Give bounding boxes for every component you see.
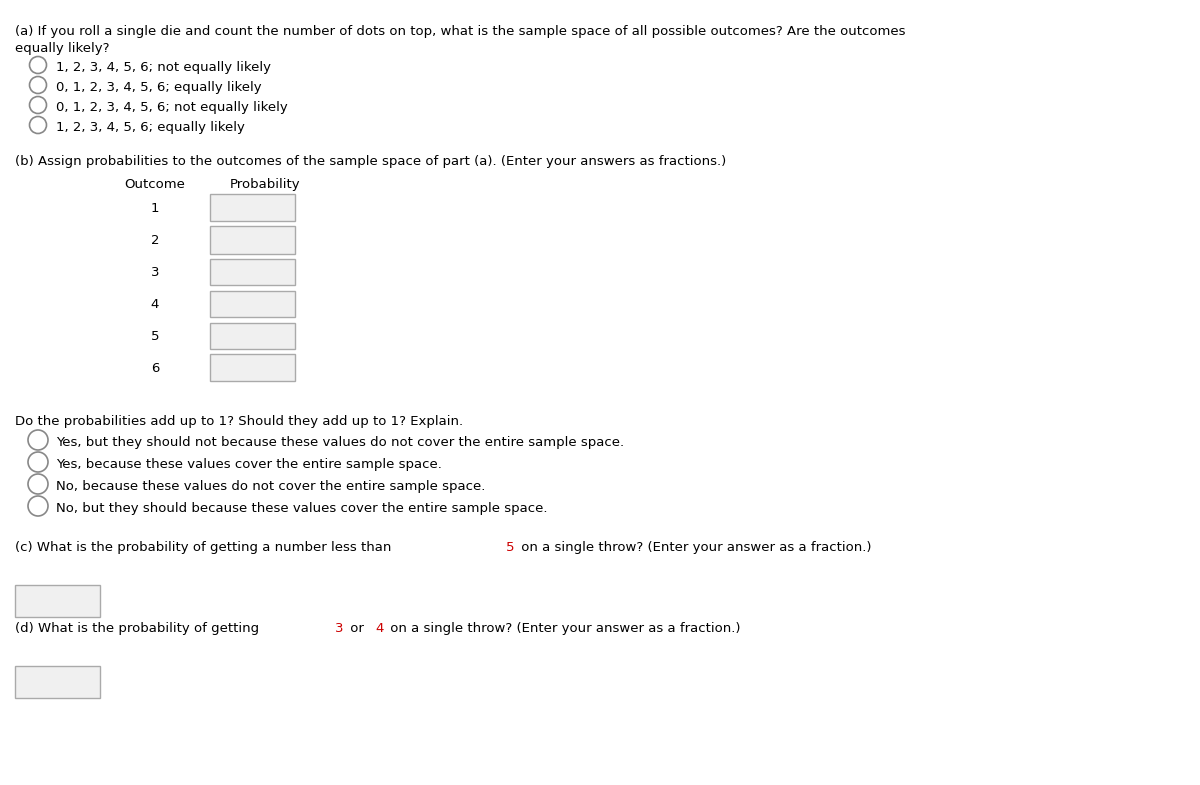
Text: 0, 1, 2, 3, 4, 5, 6; equally likely: 0, 1, 2, 3, 4, 5, 6; equally likely xyxy=(56,81,262,94)
Text: 4: 4 xyxy=(151,298,160,311)
Text: on a single throw? (Enter your answer as a fraction.): on a single throw? (Enter your answer as… xyxy=(517,541,871,554)
Text: equally likely?: equally likely? xyxy=(14,42,109,55)
Text: (a) If you roll a single die and count the number of dots on top, what is the sa: (a) If you roll a single die and count t… xyxy=(14,25,906,38)
Text: on a single throw? (Enter your answer as a fraction.): on a single throw? (Enter your answer as… xyxy=(386,622,740,635)
FancyBboxPatch shape xyxy=(210,355,295,382)
Text: 5: 5 xyxy=(151,330,160,343)
Text: 1, 2, 3, 4, 5, 6; not equally likely: 1, 2, 3, 4, 5, 6; not equally likely xyxy=(56,61,271,74)
Text: 4: 4 xyxy=(374,622,383,635)
Text: 3: 3 xyxy=(336,622,344,635)
Text: 2: 2 xyxy=(151,234,160,247)
FancyBboxPatch shape xyxy=(210,227,295,254)
FancyBboxPatch shape xyxy=(14,585,100,617)
Text: Probability: Probability xyxy=(229,178,300,191)
Text: Outcome: Outcome xyxy=(125,178,186,191)
Text: No, but they should because these values cover the entire sample space.: No, but they should because these values… xyxy=(56,502,547,515)
Text: 6: 6 xyxy=(151,362,160,375)
Text: (b) Assign probabilities to the outcomes of the sample space of part (a). (Enter: (b) Assign probabilities to the outcomes… xyxy=(14,155,726,168)
Text: (c) What is the probability of getting a number less than: (c) What is the probability of getting a… xyxy=(14,541,396,554)
Text: (d) What is the probability of getting: (d) What is the probability of getting xyxy=(14,622,263,635)
Text: 3: 3 xyxy=(151,266,160,279)
Text: Yes, because these values cover the entire sample space.: Yes, because these values cover the enti… xyxy=(56,458,442,471)
Text: 1: 1 xyxy=(151,202,160,215)
Text: 0, 1, 2, 3, 4, 5, 6; not equally likely: 0, 1, 2, 3, 4, 5, 6; not equally likely xyxy=(56,101,288,114)
Text: No, because these values do not cover the entire sample space.: No, because these values do not cover th… xyxy=(56,480,485,493)
Text: 1, 2, 3, 4, 5, 6; equally likely: 1, 2, 3, 4, 5, 6; equally likely xyxy=(56,121,245,134)
FancyBboxPatch shape xyxy=(14,666,100,698)
FancyBboxPatch shape xyxy=(210,195,295,221)
Text: Yes, but they should not because these values do not cover the entire sample spa: Yes, but they should not because these v… xyxy=(56,436,624,449)
FancyBboxPatch shape xyxy=(210,258,295,286)
FancyBboxPatch shape xyxy=(210,323,295,349)
Text: 5: 5 xyxy=(506,541,515,554)
Text: or: or xyxy=(347,622,368,635)
FancyBboxPatch shape xyxy=(210,290,295,317)
Text: Do the probabilities add up to 1? Should they add up to 1? Explain.: Do the probabilities add up to 1? Should… xyxy=(14,415,463,428)
